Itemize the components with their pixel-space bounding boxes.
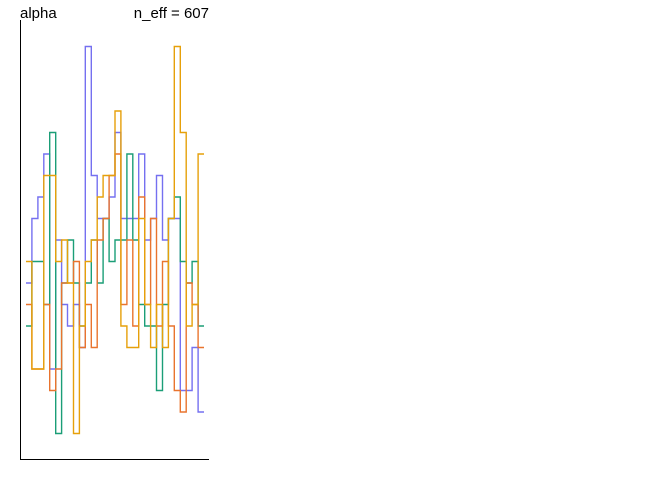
chain-1-trace [26, 45, 204, 413]
trace-panel: alpha n_eff = 607 [20, 5, 209, 460]
trace-lines [26, 45, 204, 435]
panel-title: alpha [20, 5, 57, 22]
n-eff-label: n_eff = 607 [134, 5, 209, 22]
chain-4-trace [26, 45, 204, 435]
chain-3-trace [26, 153, 204, 413]
